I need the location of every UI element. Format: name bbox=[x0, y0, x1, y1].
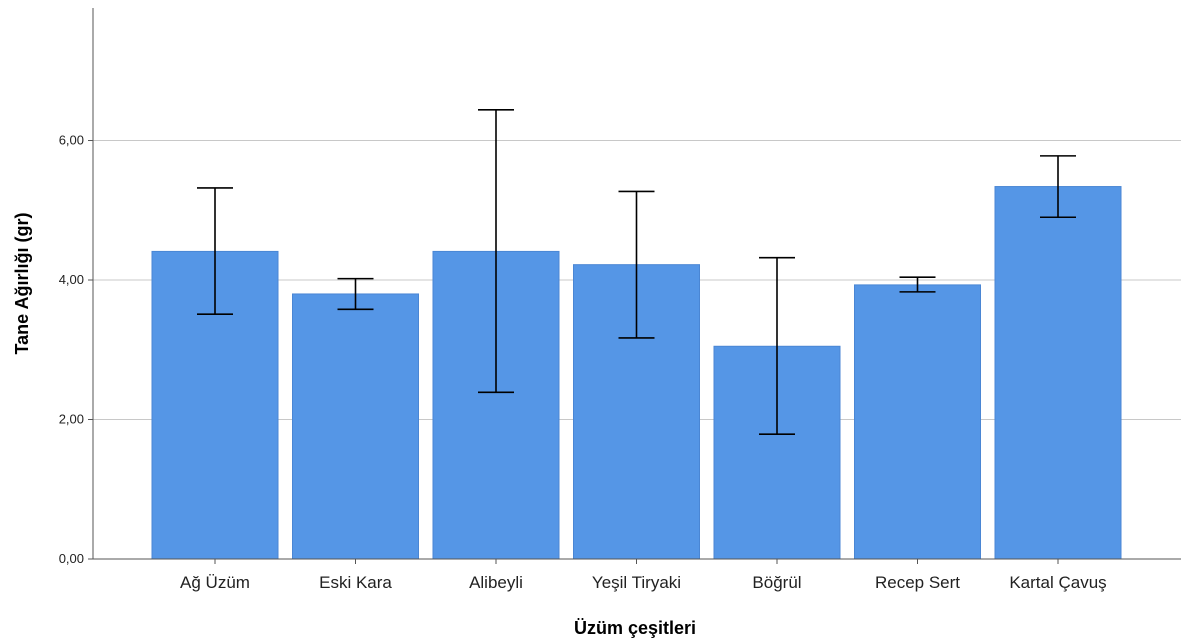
bar bbox=[994, 186, 1122, 560]
error-bars bbox=[197, 109, 1076, 435]
x-tick-label: Eski Kara bbox=[319, 573, 392, 592]
axes bbox=[88, 8, 1181, 564]
x-tick-label: Alibeyli bbox=[469, 573, 523, 592]
bars bbox=[151, 186, 1122, 560]
x-tick-label: Yeşil Tiryaki bbox=[592, 573, 681, 592]
labels: 0,00 2,00 4,00 6,00 Ağ Üzüm Eski Kara Alibeyli… bbox=[59, 133, 1107, 592]
bar bbox=[292, 293, 419, 560]
bar bbox=[854, 284, 981, 560]
y-tick-label: 6,00 bbox=[59, 133, 84, 148]
x-tick-label: Böğrül bbox=[752, 573, 801, 592]
x-axis-title: Üzüm çeşitleri bbox=[574, 618, 696, 638]
x-tick-label: Ağ Üzüm bbox=[180, 573, 250, 592]
x-tick-label: Recep Sert bbox=[875, 573, 960, 592]
x-tick-label: Kartal Çavuş bbox=[1009, 573, 1106, 592]
y-tick-label: 4,00 bbox=[59, 272, 84, 287]
y-tick-label: 0,00 bbox=[59, 551, 84, 566]
y-axis-title: Tane Ağırlığı (gr) bbox=[12, 212, 32, 354]
y-tick-label: 2,00 bbox=[59, 412, 84, 427]
